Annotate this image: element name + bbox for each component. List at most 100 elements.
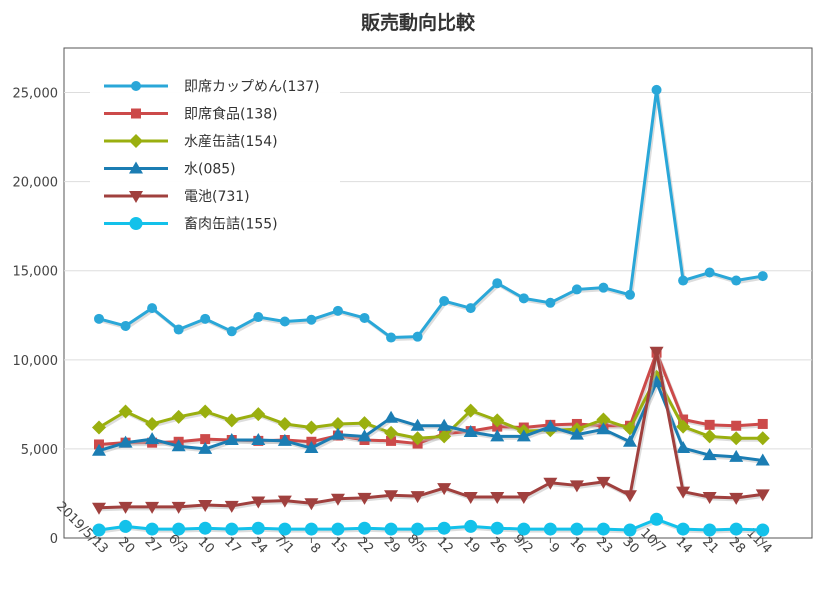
y-tick-label: 20,000 (13, 176, 59, 191)
data-point (200, 434, 211, 445)
data-point (623, 434, 637, 447)
legend-item[interactable]: 即席食品(138) (104, 106, 278, 123)
data-point (411, 522, 425, 536)
legend-item[interactable]: 水(085) (104, 161, 236, 178)
data-point (571, 284, 582, 295)
data-point (92, 420, 106, 435)
y-axis: 0 5,000 10,000 15,000 20,000 25,000 (13, 87, 59, 547)
data-point (224, 500, 239, 513)
data-point (386, 332, 397, 343)
data-point (676, 441, 691, 454)
data-point (278, 522, 292, 536)
data-point (437, 429, 452, 444)
data-point (490, 492, 505, 505)
data-point (570, 522, 584, 536)
data-point (198, 500, 213, 513)
data-point (464, 519, 478, 533)
data-point (412, 331, 423, 342)
data-point (279, 316, 290, 327)
data-point (676, 419, 691, 434)
legend-label: 水産缶詰(154) (184, 134, 278, 150)
data-point (756, 523, 770, 537)
data-point (410, 418, 425, 431)
chart-title: 販売動向比較 (361, 11, 476, 34)
legend-label: 水(085) (184, 162, 236, 178)
data-point (277, 495, 292, 508)
data-point (465, 303, 476, 314)
data-point (251, 433, 266, 445)
data-point (623, 490, 637, 503)
legend-item[interactable]: 畜肉缶詰(155) (104, 217, 278, 233)
series-line-shadow (100, 352, 765, 512)
data-point (226, 326, 237, 337)
series-group (92, 84, 770, 537)
data-point (145, 522, 159, 536)
data-point (119, 519, 133, 533)
data-point (330, 427, 345, 440)
data-point (171, 409, 186, 424)
data-point (251, 521, 265, 535)
data-point (702, 448, 717, 461)
data-point (490, 429, 505, 442)
data-point (729, 449, 744, 462)
data-point (92, 443, 106, 456)
data-point (543, 522, 557, 536)
data-point (439, 296, 450, 307)
data-point (702, 429, 717, 444)
data-point (598, 282, 609, 293)
data-point (731, 420, 742, 431)
series-line-shadow (100, 382, 765, 464)
plot-frame (63, 47, 813, 539)
data-point (251, 407, 266, 422)
data-point (731, 275, 742, 286)
data-point (596, 422, 611, 435)
data-point (757, 271, 768, 282)
data-point (357, 416, 372, 431)
data-point (596, 476, 611, 489)
data-point (332, 305, 343, 316)
data-point (94, 313, 104, 324)
data-point (649, 346, 664, 359)
data-point (516, 429, 531, 442)
data-point (251, 496, 266, 509)
data-point (118, 435, 133, 448)
legend-swatch-marker (129, 191, 143, 203)
data-point (490, 413, 505, 428)
data-point (384, 410, 399, 423)
data-point (357, 492, 372, 505)
data-point (224, 413, 239, 428)
data-point (173, 324, 184, 335)
data-point (755, 453, 770, 466)
data-point (357, 429, 372, 442)
data-point (145, 432, 160, 445)
legend[interactable]: 即席カップめん(137) 即席食品(138) 水産缶詰(154) 水(085) 電池(7… (90, 68, 340, 238)
data-point (545, 297, 556, 308)
data-point (569, 480, 584, 493)
legend-item[interactable]: 水産缶詰(154) (104, 134, 278, 150)
data-point (410, 431, 425, 446)
data-point (225, 522, 239, 536)
data-point (516, 492, 531, 505)
data-point (463, 492, 478, 505)
legend-item[interactable]: 即席カップめん(137) (104, 79, 320, 95)
data-point (200, 313, 211, 324)
legend-label: 即席食品(138) (184, 106, 278, 123)
data-point (625, 289, 635, 300)
y-tick-label: 0 (50, 532, 58, 547)
legend-background (90, 68, 340, 238)
legend-label: 即席カップめん(137) (184, 79, 320, 95)
series-5 (92, 346, 770, 515)
data-point (729, 522, 743, 536)
data-point (304, 522, 318, 536)
data-point (410, 491, 425, 504)
legend-item[interactable]: 電池(731) (104, 189, 250, 205)
data-point (304, 420, 319, 435)
data-point (330, 493, 345, 506)
data-point (384, 490, 399, 503)
data-point (678, 275, 689, 286)
data-point (463, 424, 478, 437)
data-point (651, 84, 662, 95)
data-point (492, 278, 503, 289)
data-point (386, 435, 397, 446)
